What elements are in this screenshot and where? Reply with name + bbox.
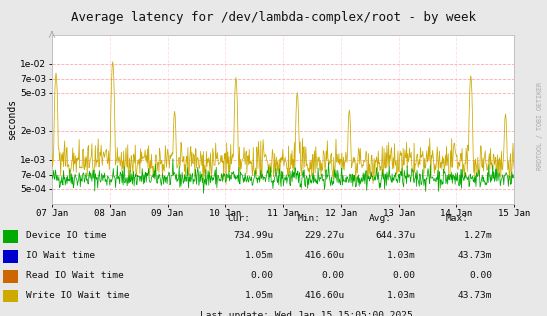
Text: Average latency for /dev/lambda-complex/root - by week: Average latency for /dev/lambda-complex/… (71, 11, 476, 24)
Text: RRDTOOL / TOBI OETIKER: RRDTOOL / TOBI OETIKER (537, 82, 543, 170)
Text: 1.27m: 1.27m (463, 231, 492, 240)
Text: 0.00: 0.00 (322, 271, 345, 280)
Text: Last update: Wed Jan 15 15:05:00 2025: Last update: Wed Jan 15 15:05:00 2025 (200, 311, 412, 316)
Text: 1.05m: 1.05m (245, 291, 274, 300)
Text: 0.00: 0.00 (251, 271, 274, 280)
Text: Min:: Min: (298, 214, 321, 223)
Text: 416.60u: 416.60u (304, 251, 345, 260)
Text: 1.05m: 1.05m (245, 251, 274, 260)
Text: Cur:: Cur: (227, 214, 250, 223)
Text: Max:: Max: (446, 214, 469, 223)
Text: IO Wait time: IO Wait time (26, 251, 95, 260)
Text: 0.00: 0.00 (393, 271, 416, 280)
Text: Read IO Wait time: Read IO Wait time (26, 271, 124, 280)
Text: Avg:: Avg: (369, 214, 392, 223)
Text: 229.27u: 229.27u (304, 231, 345, 240)
Text: Device IO time: Device IO time (26, 231, 107, 240)
Text: 43.73m: 43.73m (458, 251, 492, 260)
Text: 43.73m: 43.73m (458, 291, 492, 300)
Y-axis label: seconds: seconds (8, 99, 18, 140)
Text: Write IO Wait time: Write IO Wait time (26, 291, 130, 300)
Text: 644.37u: 644.37u (375, 231, 416, 240)
Text: 734.99u: 734.99u (233, 231, 274, 240)
Text: 1.03m: 1.03m (387, 291, 416, 300)
Text: 416.60u: 416.60u (304, 291, 345, 300)
Text: 0.00: 0.00 (469, 271, 492, 280)
Text: 1.03m: 1.03m (387, 251, 416, 260)
